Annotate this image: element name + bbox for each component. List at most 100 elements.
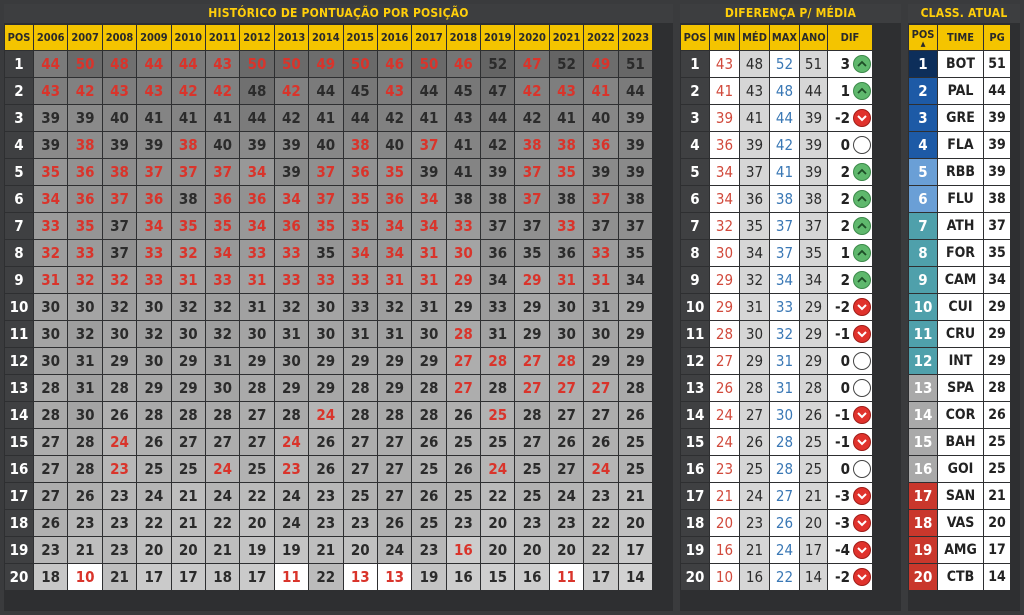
- history-value-cell: 38: [549, 186, 584, 212]
- history-value-cell: 27: [515, 348, 549, 374]
- history-value-cell: 29: [171, 375, 205, 401]
- history-value-cell: 34: [240, 159, 274, 185]
- diff-max-cell: 34: [770, 267, 799, 293]
- history-value-cell: 22: [205, 510, 240, 536]
- standings-row: 5 RBB 39: [909, 159, 1010, 185]
- history-value-cell: 35: [549, 159, 584, 185]
- history-pos-cell: 20: [5, 564, 33, 590]
- diff-ano-cell: 29: [800, 348, 827, 374]
- history-value-cell: 34: [34, 186, 68, 212]
- history-value-cell: 27: [343, 456, 377, 482]
- diff-max-cell: 30: [770, 402, 799, 428]
- diff-table: POS MIN MÉD MAX ANO DIF 1 43 48 52 51 3 2 41 43 48 44 1 3…: [680, 24, 873, 591]
- standings-row: 4 FLA 39: [909, 132, 1010, 158]
- standings-row: 18 VAS 20: [909, 510, 1010, 536]
- standings-team-cell: ATH: [938, 213, 983, 239]
- history-value-cell: 27: [446, 348, 481, 374]
- diff-value: 0: [840, 351, 850, 370]
- history-value-cell: 38: [171, 186, 205, 212]
- history-value-cell: 29: [515, 267, 549, 293]
- history-value-cell: 34: [137, 213, 171, 239]
- diff-med-cell: 29: [740, 348, 769, 374]
- history-value-cell: 20: [618, 510, 653, 536]
- diff-max-cell: 48: [770, 78, 799, 104]
- history-value-cell: 26: [446, 402, 481, 428]
- history-pos-cell: 2: [5, 78, 33, 104]
- diff-min-cell: 29: [710, 267, 739, 293]
- history-pos-cell: 17: [5, 483, 33, 509]
- history-value-cell: 34: [377, 213, 412, 239]
- history-value-cell: 29: [412, 348, 446, 374]
- diff-pos-cell: 4: [681, 132, 709, 158]
- history-value-cell: 29: [446, 267, 481, 293]
- diff-dif-cell: -2: [828, 564, 872, 590]
- diff-max-cell: 44: [770, 105, 799, 131]
- diff-max-cell: 22: [770, 564, 799, 590]
- history-value-cell: 31: [205, 348, 240, 374]
- diff-dif-cell: 2: [828, 159, 872, 185]
- history-value-cell: 47: [515, 51, 549, 77]
- standings-row: 3 GRE 39: [909, 105, 1010, 131]
- diff-med-cell: 41: [740, 105, 769, 131]
- history-value-cell: 29: [377, 348, 412, 374]
- diff-dif-cell: -1: [828, 321, 872, 347]
- history-pos-cell: 14: [5, 402, 33, 428]
- standings-pos-cell: 3: [909, 105, 937, 131]
- diff-value: 2: [840, 189, 850, 208]
- history-value-cell: 23: [274, 456, 309, 482]
- diff-pos-cell: 17: [681, 483, 709, 509]
- history-value-cell: 41: [205, 105, 240, 131]
- history-value-cell: 28: [618, 375, 653, 401]
- history-value-cell: 27: [34, 456, 68, 482]
- history-value-cell: 28: [34, 402, 68, 428]
- history-value-cell: 40: [102, 105, 137, 131]
- diff-pos-cell: 13: [681, 375, 709, 401]
- history-value-cell: 33: [309, 267, 343, 293]
- history-value-cell: 27: [584, 375, 618, 401]
- standings-points-cell: 20: [984, 510, 1010, 536]
- history-value-cell: 25: [515, 483, 549, 509]
- standings-points-cell: 28: [984, 375, 1010, 401]
- diff-pos-cell: 20: [681, 564, 709, 590]
- standings-pos-cell: 9: [909, 267, 937, 293]
- history-value-cell: 28: [205, 402, 240, 428]
- history-value-cell: 50: [274, 51, 309, 77]
- history-value-cell: 45: [343, 78, 377, 104]
- history-value-cell: 29: [618, 321, 653, 347]
- history-value-cell: 36: [205, 186, 240, 212]
- standings-row: 10 CUI 29: [909, 294, 1010, 320]
- diff-row: 11 28 30 32 29 -1: [681, 321, 872, 347]
- history-value-cell: 32: [68, 321, 102, 347]
- history-value-cell: 52: [481, 51, 515, 77]
- history-value-cell: 39: [34, 105, 68, 131]
- history-value-cell: 20: [549, 537, 584, 563]
- diff-max-cell: 33: [770, 294, 799, 320]
- history-value-cell: 33: [274, 240, 309, 266]
- standings-team-cell: GOI: [938, 456, 983, 482]
- history-value-cell: 32: [171, 294, 205, 320]
- history-value-cell: 26: [549, 429, 584, 455]
- history-value-cell: 37: [309, 159, 343, 185]
- history-value-cell: 39: [102, 132, 137, 158]
- history-value-cell: 44: [137, 51, 171, 77]
- diff-max-cell: 52: [770, 51, 799, 77]
- history-value-cell: 33: [205, 267, 240, 293]
- history-value-cell: 25: [446, 483, 481, 509]
- history-value-cell: 29: [584, 348, 618, 374]
- history-value-cell: 17: [240, 564, 274, 590]
- history-value-cell: 40: [309, 132, 343, 158]
- history-value-cell: 41: [584, 78, 618, 104]
- history-value-cell: 39: [618, 105, 653, 131]
- history-value-cell: 30: [549, 294, 584, 320]
- history-value-cell: 33: [274, 267, 309, 293]
- history-value-cell: 43: [377, 78, 412, 104]
- history-pos-cell: 19: [5, 537, 33, 563]
- diff-ano-cell: 26: [800, 402, 827, 428]
- history-row: 20 18 10 21 17 17 18 17 11 22 13 13 19 16 15 16 11 17 14: [5, 564, 653, 590]
- col-header-year: 2020: [515, 25, 549, 50]
- standings-header-pos[interactable]: POS ▲: [909, 25, 937, 50]
- arrow-up-icon: [853, 244, 871, 263]
- standings-pos-cell: 19: [909, 537, 937, 563]
- history-value-cell: 28: [343, 375, 377, 401]
- diff-dif-cell: -2: [828, 294, 872, 320]
